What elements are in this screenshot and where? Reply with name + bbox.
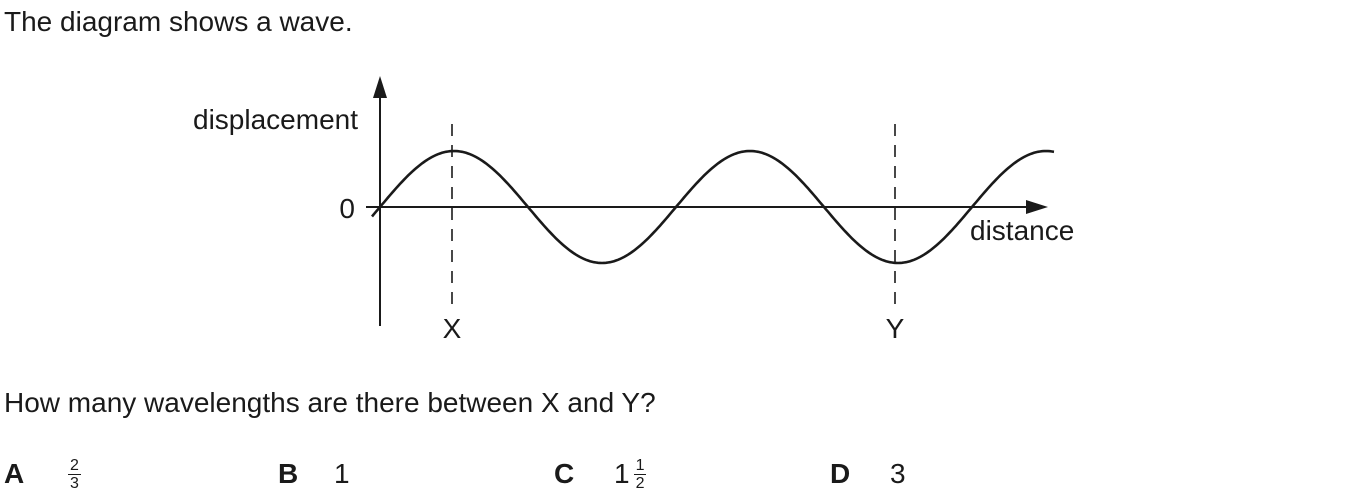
option-letter: C xyxy=(554,458,575,489)
fraction: 1 2 xyxy=(633,456,647,492)
intro-text: The diagram shows a wave. xyxy=(4,6,353,37)
option-value: 3 xyxy=(890,458,906,489)
option-letter: B xyxy=(278,458,299,489)
y-axis-label: displacement xyxy=(193,104,358,135)
option-value: 2 3 xyxy=(68,457,81,492)
option-d[interactable]: D 3 xyxy=(830,452,906,496)
origin-label: 0 xyxy=(339,193,355,224)
option-letter: A xyxy=(4,458,25,489)
option-a[interactable]: A 2 3 xyxy=(4,452,81,496)
marker-y-label: Y xyxy=(886,313,905,344)
fraction-denominator: 3 xyxy=(70,474,79,492)
mixed-number-whole: 1 xyxy=(614,458,630,489)
option-value: 1 1 2 xyxy=(614,456,647,492)
fraction-denominator: 2 xyxy=(635,474,645,492)
fraction: 2 3 xyxy=(68,457,81,492)
fraction-numerator: 2 xyxy=(68,456,81,475)
fraction-numerator: 1 xyxy=(633,456,647,475)
option-letter: D xyxy=(830,458,851,489)
x-axis-label: distance xyxy=(970,215,1074,246)
x-axis-arrowhead xyxy=(1026,200,1048,214)
wave-curve xyxy=(371,149,1055,265)
option-c[interactable]: C 1 1 2 xyxy=(554,452,647,496)
marker-x-label: X xyxy=(443,313,462,344)
question-text: How many wavelengths are there between X… xyxy=(4,387,656,418)
option-b[interactable]: B 1 xyxy=(278,452,350,496)
option-value: 1 xyxy=(334,458,350,489)
answer-options: A 2 3 B 1 C 1 1 2 D 3 xyxy=(4,452,1004,496)
y-axis-arrowhead xyxy=(373,76,387,98)
